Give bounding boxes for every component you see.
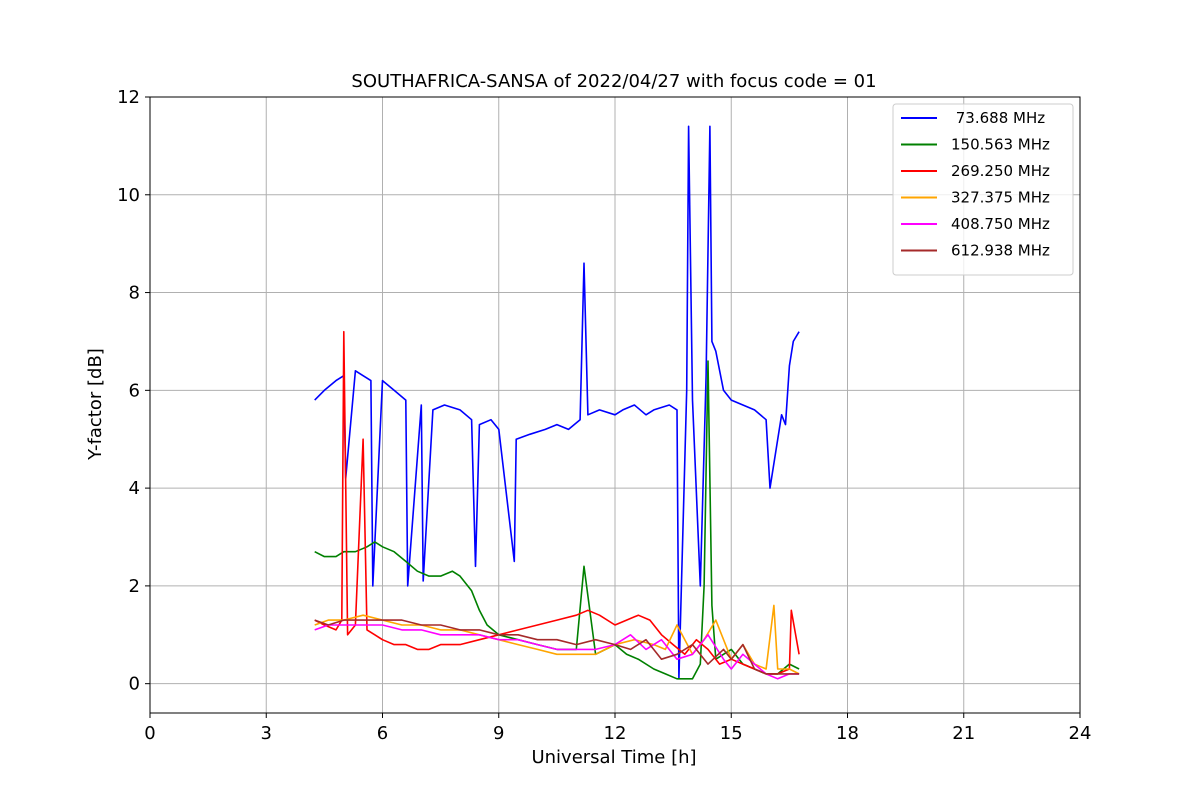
- x-tick-label: 21: [952, 723, 975, 744]
- y-axis-label: Y-factor [dB]: [85, 348, 106, 461]
- x-tick-label: 18: [836, 723, 859, 744]
- x-tick-label: 9: [493, 723, 504, 744]
- x-tick-label: 3: [261, 723, 272, 744]
- legend-entry-label: 269.250 MHz: [951, 162, 1050, 180]
- legend-box: [892, 103, 1074, 276]
- x-tick-label: 12: [604, 723, 627, 744]
- y-tick-label: 8: [129, 283, 140, 304]
- series-line-6: [314, 619, 800, 675]
- legend-entry-label: 612.938 MHz: [951, 242, 1050, 260]
- y-tick-label: 0: [129, 674, 140, 695]
- x-axis-label: Universal Time [h]: [531, 747, 696, 768]
- y-tick-label: 10: [117, 185, 140, 206]
- legend-entry-label: 73.688 MHz: [951, 109, 1045, 127]
- x-tick-label: 0: [144, 723, 155, 744]
- series-line-5: [314, 624, 800, 680]
- legend-entry-label: 408.750 MHz: [951, 215, 1050, 233]
- y-tick-label: 4: [129, 478, 140, 499]
- legend-entry-label: 327.375 MHz: [951, 189, 1050, 207]
- y-tick-label: 2: [129, 576, 140, 597]
- x-tick-label: 6: [377, 723, 388, 744]
- y-tick-label: 12: [117, 87, 140, 108]
- series-line-1: [314, 125, 800, 680]
- chart-title: SOUTHAFRICA-SANSA of 2022/04/27 with foc…: [351, 71, 876, 92]
- x-tick-label: 24: [1069, 723, 1092, 744]
- y-tick-label: 6: [129, 380, 140, 401]
- series-group: [314, 125, 800, 680]
- series-line-4: [314, 604, 800, 675]
- x-tick-label: 15: [720, 723, 743, 744]
- legend-entry-label: 150.563 MHz: [951, 136, 1050, 154]
- legend: 73.688 MHz 150.563 MHz 269.250 MHz 327.375 …: [892, 103, 1074, 276]
